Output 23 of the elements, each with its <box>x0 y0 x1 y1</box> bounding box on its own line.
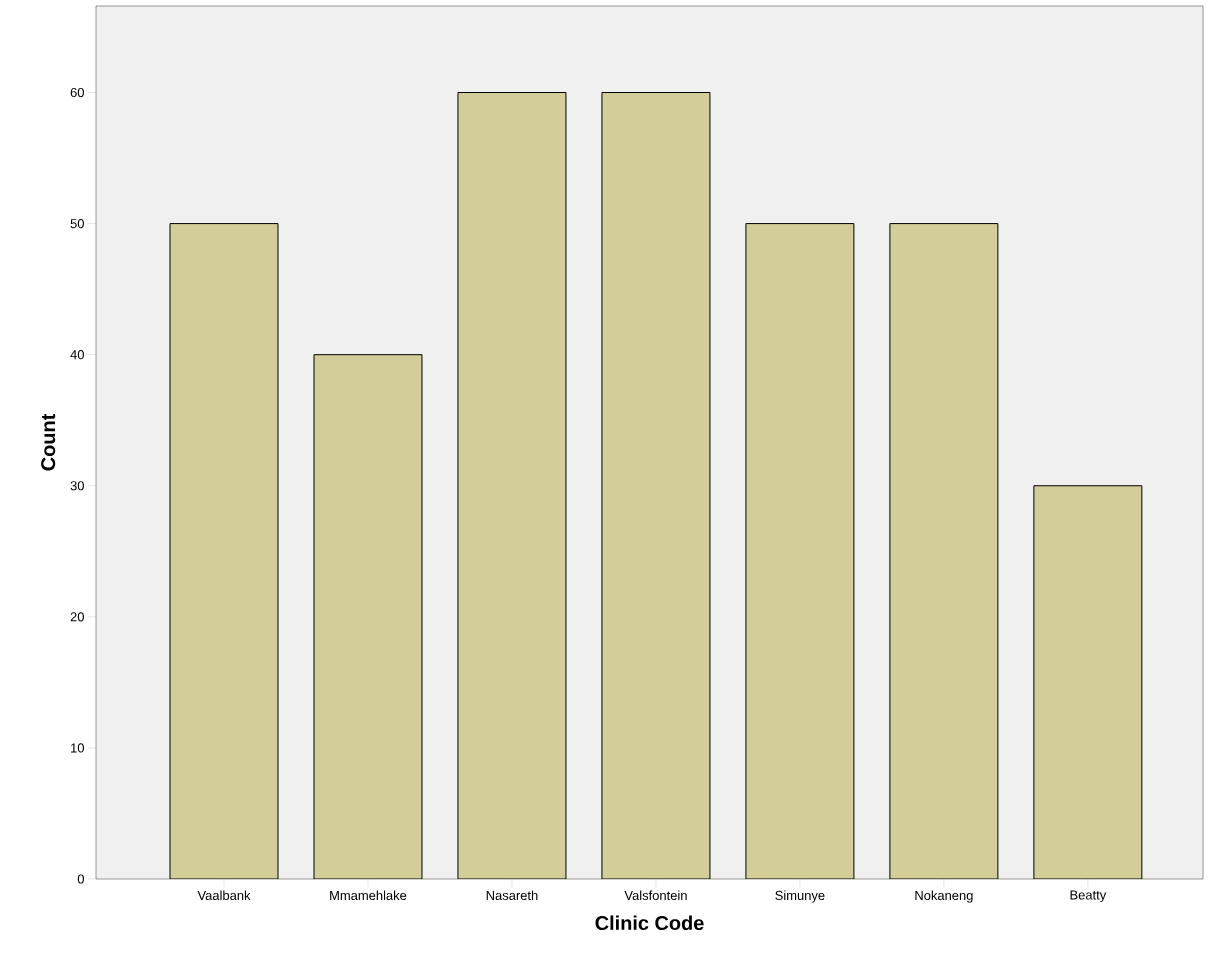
bar <box>169 223 279 879</box>
y-tick-label: 20 <box>70 612 84 622</box>
x-tick-label: Beatty <box>1070 890 1107 903</box>
bar <box>313 354 423 879</box>
x-tick-label: Nokaneng <box>915 890 973 903</box>
x-tick-label: Valsfontein <box>624 890 687 901</box>
y-tick-label: 60 <box>70 87 84 98</box>
y-axis-title: Count <box>41 413 56 471</box>
x-tick-label: Nasareth <box>486 890 538 901</box>
x-tick-label: Mmamehlake <box>330 890 407 901</box>
bar <box>457 92 566 879</box>
y-tick-label: 50 <box>70 219 84 229</box>
x-tick-label: Simunye <box>775 890 825 903</box>
bar <box>889 223 999 879</box>
y-tick-label: 40 <box>70 350 84 360</box>
y-tick-label: 0 <box>77 874 84 884</box>
y-tick-label: 30 <box>70 481 84 491</box>
x-tick-label: Vaalbank <box>197 890 251 901</box>
y-tick-label: 10 <box>71 743 84 753</box>
bar <box>601 92 711 879</box>
x-axis-title: Clinic Code <box>595 915 704 931</box>
bar <box>1033 485 1143 879</box>
bar <box>745 223 855 879</box>
